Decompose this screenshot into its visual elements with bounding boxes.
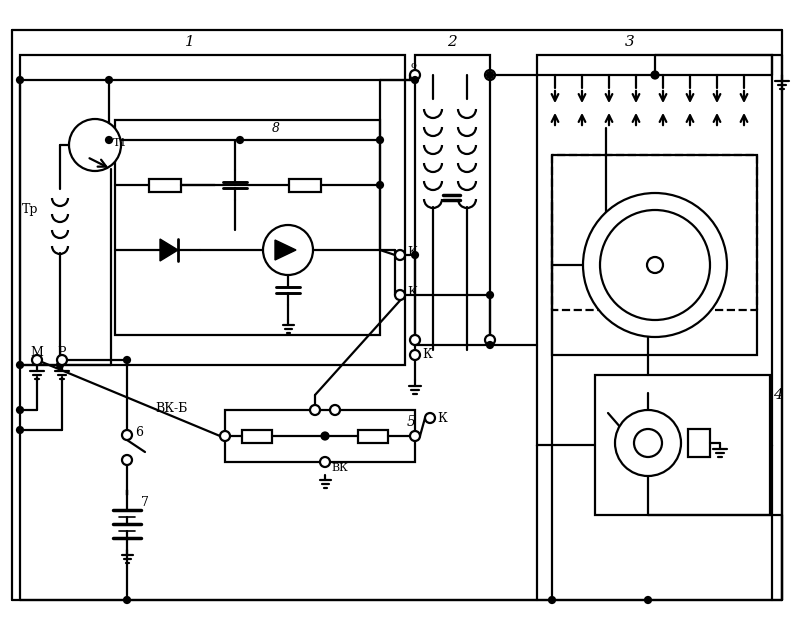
Bar bbox=[242, 430, 272, 443]
Circle shape bbox=[412, 77, 418, 83]
Circle shape bbox=[122, 455, 132, 465]
Circle shape bbox=[412, 252, 418, 258]
Text: 4: 4 bbox=[773, 388, 783, 402]
Circle shape bbox=[410, 70, 420, 80]
Circle shape bbox=[321, 432, 328, 439]
Text: К: К bbox=[422, 348, 432, 361]
Circle shape bbox=[651, 72, 658, 79]
Circle shape bbox=[377, 137, 383, 143]
Circle shape bbox=[57, 362, 63, 368]
Circle shape bbox=[69, 119, 121, 171]
Bar bbox=[20, 55, 405, 365]
Circle shape bbox=[600, 210, 710, 320]
Circle shape bbox=[310, 405, 320, 415]
Text: М: М bbox=[30, 346, 44, 359]
Circle shape bbox=[220, 431, 230, 441]
Circle shape bbox=[17, 407, 23, 413]
Circle shape bbox=[410, 335, 420, 345]
Text: 1: 1 bbox=[185, 35, 195, 49]
Text: Тр: Тр bbox=[21, 203, 38, 217]
Bar bbox=[595, 375, 770, 515]
Polygon shape bbox=[160, 239, 178, 261]
Polygon shape bbox=[275, 240, 296, 260]
Bar bbox=[225, 410, 415, 462]
Circle shape bbox=[17, 77, 23, 83]
Text: 2: 2 bbox=[447, 35, 457, 49]
Text: ВК: ВК bbox=[331, 463, 347, 473]
Bar bbox=[552, 155, 757, 355]
Circle shape bbox=[32, 355, 42, 365]
Circle shape bbox=[395, 290, 405, 300]
Bar bbox=[688, 429, 710, 457]
Circle shape bbox=[485, 335, 495, 345]
Bar bbox=[358, 430, 388, 443]
Circle shape bbox=[237, 137, 243, 143]
Circle shape bbox=[106, 77, 112, 83]
Bar bbox=[149, 179, 181, 192]
Circle shape bbox=[634, 429, 662, 457]
Circle shape bbox=[17, 362, 23, 368]
Bar bbox=[415, 55, 490, 345]
Circle shape bbox=[17, 427, 23, 433]
Text: T1: T1 bbox=[113, 138, 127, 148]
Circle shape bbox=[647, 257, 663, 273]
Circle shape bbox=[57, 355, 67, 365]
Bar bbox=[289, 179, 321, 192]
Circle shape bbox=[377, 182, 383, 188]
Circle shape bbox=[549, 597, 555, 603]
Text: 5: 5 bbox=[407, 415, 416, 429]
Text: К: К bbox=[407, 245, 417, 258]
Circle shape bbox=[410, 431, 420, 441]
Circle shape bbox=[122, 430, 132, 440]
Circle shape bbox=[425, 413, 435, 423]
Bar bbox=[537, 55, 772, 445]
Circle shape bbox=[487, 342, 493, 348]
Circle shape bbox=[615, 410, 681, 476]
Circle shape bbox=[106, 137, 112, 143]
Circle shape bbox=[487, 292, 493, 298]
Circle shape bbox=[485, 70, 495, 80]
Circle shape bbox=[645, 597, 651, 603]
Text: 6: 6 bbox=[135, 426, 143, 439]
Circle shape bbox=[124, 597, 130, 603]
Text: ВК-Б: ВК-Б bbox=[155, 401, 188, 414]
Text: 8: 8 bbox=[272, 122, 280, 135]
Circle shape bbox=[320, 457, 330, 467]
Circle shape bbox=[583, 193, 727, 337]
Text: o: o bbox=[410, 61, 416, 69]
Circle shape bbox=[487, 72, 493, 78]
Circle shape bbox=[124, 357, 130, 363]
Text: К: К bbox=[407, 286, 417, 298]
Circle shape bbox=[395, 250, 405, 260]
Circle shape bbox=[263, 225, 313, 275]
Text: К: К bbox=[437, 411, 447, 424]
Circle shape bbox=[410, 350, 420, 360]
Text: 3: 3 bbox=[625, 35, 634, 49]
Circle shape bbox=[330, 405, 340, 415]
Text: Р: Р bbox=[58, 346, 66, 359]
Text: 7: 7 bbox=[141, 495, 149, 509]
Bar bbox=[115, 120, 380, 335]
